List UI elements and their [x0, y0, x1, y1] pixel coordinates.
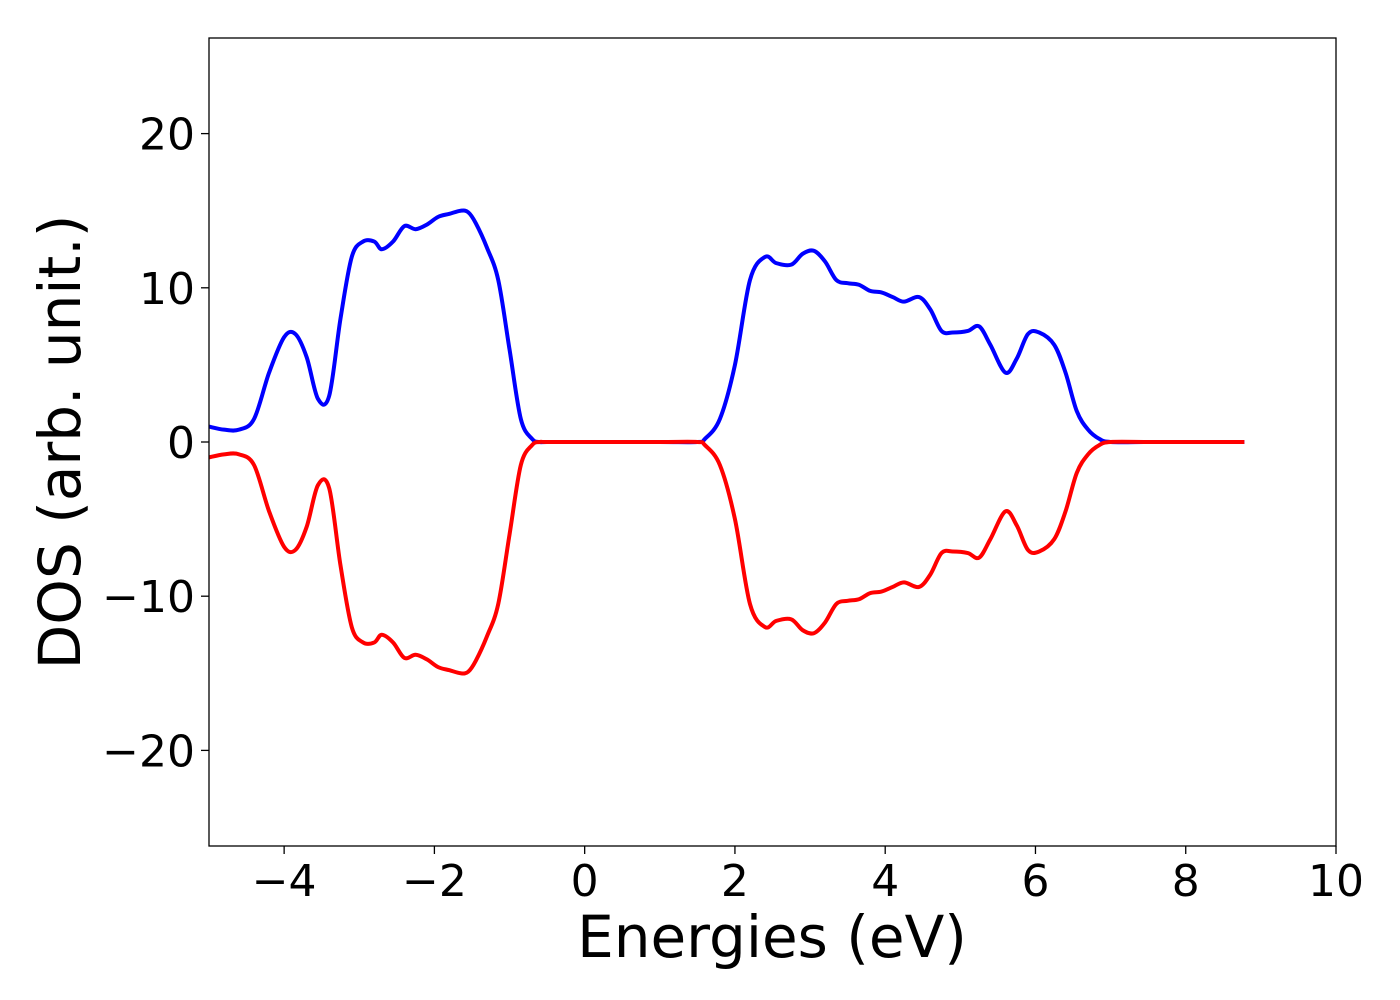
x-axis-label: Energies (eV) — [577, 903, 967, 971]
y-axis-label: DOS (arb. unit.) — [26, 215, 94, 670]
y-tick-label: 20 — [139, 110, 195, 161]
y-tick-label: −20 — [102, 726, 195, 777]
y-tick-label: −10 — [102, 572, 195, 623]
x-tick-label: 6 — [1021, 856, 1049, 907]
x-axis-ticks: −4 −2 0 2 4 6 8 10 — [252, 846, 1364, 907]
x-tick-label: 10 — [1308, 856, 1364, 907]
x-tick-label: 0 — [571, 856, 599, 907]
y-tick-label: 10 — [139, 264, 195, 315]
series-line-2 — [208, 439, 1245, 676]
series-line-1 — [208, 208, 1245, 445]
x-tick-label: −4 — [252, 856, 317, 907]
x-tick-label: 4 — [871, 856, 899, 907]
x-tick-label: 8 — [1172, 856, 1200, 907]
series-layer — [208, 208, 1245, 676]
x-tick-label: 2 — [721, 856, 749, 907]
y-tick-label: 0 — [167, 418, 195, 469]
y-axis-ticks: −20 −10 0 10 20 — [102, 110, 209, 777]
x-tick-label: −2 — [402, 856, 467, 907]
